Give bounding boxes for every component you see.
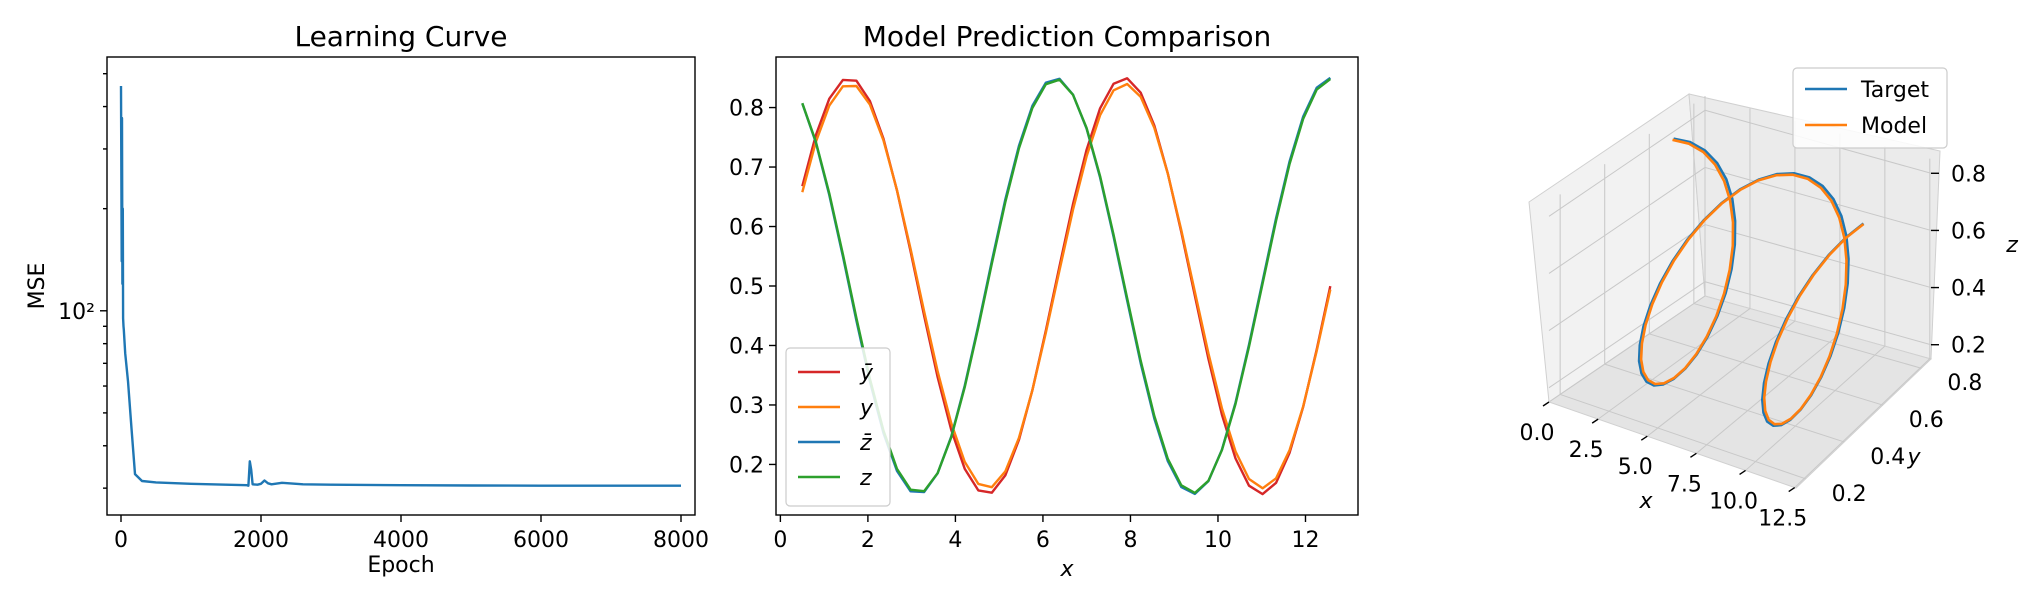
- prediction-comparison-title: Model Prediction Comparison: [863, 20, 1272, 53]
- x-tick-label: 4: [948, 528, 962, 553]
- x-tick-label: 2: [861, 528, 875, 553]
- y-tick-label: 0.7: [729, 156, 764, 181]
- y3d-tick-label: 0.4: [1870, 445, 1905, 470]
- x-tick-label: 12: [1291, 528, 1319, 553]
- learning-curve-frame: [106, 56, 696, 516]
- trajectory-legend: Target Model: [1792, 67, 1948, 149]
- floor-gridline: [1646, 320, 1796, 437]
- legend-label: Target: [1860, 78, 1929, 103]
- wall-gridline: [1548, 224, 1706, 331]
- wall-gridline: [1704, 281, 1932, 346]
- floor-gridline: [1745, 345, 1886, 471]
- floor-gridline: [1559, 393, 1806, 480]
- x3d-tick-mark: [1788, 486, 1796, 493]
- wall-gridline: [1704, 166, 1932, 231]
- y-tick-label: 0.5: [729, 275, 764, 300]
- y-tick-label: 0.4: [729, 334, 764, 359]
- z3d-tick-label: 0.6: [1951, 219, 1986, 244]
- learning-curve-ylabel: MSE: [25, 263, 50, 310]
- wall-gridline: [1548, 281, 1706, 389]
- x-tick-label: 0: [114, 528, 128, 553]
- legend-label: z: [859, 466, 872, 491]
- series-line-2: [801, 82, 1332, 490]
- y-tick-label: 0.3: [729, 394, 764, 419]
- z3d-tick-label: 0.4: [1951, 277, 1986, 302]
- legend-label: z̄: [859, 431, 872, 456]
- prediction-comparison-xlabel: x: [1059, 557, 1074, 582]
- y3d-tick-label: 0.2: [1832, 482, 1867, 507]
- legend-label: y: [859, 396, 874, 421]
- x3d-axis-label: x: [1638, 489, 1653, 514]
- x-tick-label: 2000: [233, 528, 289, 553]
- floor-gridline: [1548, 295, 1706, 403]
- z3d-axis-label: z: [2005, 233, 2018, 258]
- x3d-tick-mark: [1591, 418, 1599, 424]
- trajectory-line-model: [1639, 138, 1865, 426]
- x3d-tick-mark: [1640, 435, 1648, 441]
- wall-gridline: [1548, 109, 1706, 217]
- prediction-comparison-chart: Model Prediction Comparison 0 2 4 6 8 10 12 0.…: [729, 20, 1359, 582]
- learning-curve-title: Learning Curve: [294, 20, 507, 53]
- x-tick-label: 6000: [513, 528, 569, 553]
- prediction-legend: ȳy z̄ z: [785, 347, 891, 507]
- trajectory-3d-chart: 0.02.55.07.510.012.50.20.40.60.80.20.40.…: [1520, 67, 2018, 532]
- x-tick-label: 4000: [373, 528, 429, 553]
- y3d-tick-label: 0.8: [1947, 371, 1982, 396]
- y-tick-label: 0.6: [729, 216, 764, 241]
- x3d-tick-label: 10.0: [1709, 489, 1758, 514]
- x3d-tick-label: 12.5: [1758, 507, 1807, 532]
- x3d-tick-mark: [1739, 469, 1746, 476]
- x3d-tick-label: 5.0: [1618, 455, 1653, 480]
- floor-gridline: [1794, 358, 1931, 488]
- y-tick-label: 0.8: [729, 97, 764, 122]
- y3d-axis-label: y: [1906, 445, 1921, 470]
- z3d-tick-label: 0.2: [1951, 334, 1986, 359]
- z3d-tick-label: 0.8: [1951, 162, 1986, 187]
- floor-gridline: [1693, 303, 1922, 369]
- x-tick-label: 0: [773, 528, 787, 553]
- x3d-tick-mark: [1690, 452, 1697, 458]
- x3d-tick-mark: [1542, 401, 1550, 407]
- learning-curve-chart: Learning Curve 0 2000 4000 6000 8000 10² Epo…: [25, 20, 709, 578]
- x-tick-label: 8000: [653, 528, 709, 553]
- y3d-tick-label: 0.6: [1909, 408, 1944, 433]
- x3d-tick-label: 2.5: [1569, 438, 1604, 463]
- y-tick-label: 10²: [58, 300, 95, 325]
- wall-gridline: [1704, 224, 1932, 289]
- x3d-tick-label: 7.5: [1667, 472, 1702, 497]
- learning-curve-xlabel: Epoch: [367, 553, 434, 578]
- x3d-tick-label: 0.0: [1520, 421, 1555, 446]
- mse-series-line: [119, 85, 681, 487]
- legend-label: Model: [1861, 114, 1927, 139]
- wall-gridline: [1548, 167, 1706, 274]
- legend-label: ȳ: [859, 361, 874, 386]
- x-tick-label: 10: [1204, 528, 1232, 553]
- y-tick-label: 0.2: [729, 453, 764, 478]
- x-tick-label: 8: [1123, 528, 1137, 553]
- floor-gridline: [1597, 308, 1751, 420]
- floor-gridline: [1696, 333, 1841, 454]
- x-tick-label: 6: [1036, 528, 1050, 553]
